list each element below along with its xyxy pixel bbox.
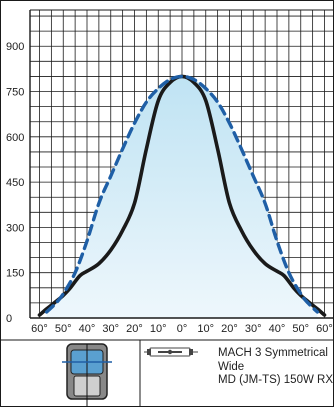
x-tick-label: 30° [102, 323, 119, 335]
y-tick-label: 900 [6, 41, 24, 53]
x-tick-label: 60° [316, 323, 333, 335]
x-tick-label: 40° [79, 323, 96, 335]
x-tick-label: 10° [150, 323, 167, 335]
axes: 0 150 300 450 600 750 900 60° 50° 40° 30° 20° 10° 0° 1… [6, 10, 334, 335]
fixture-lamp-spec: MD (JM-TS) 150W RX7s [218, 374, 334, 386]
fixture-name-line2: Wide [218, 360, 245, 373]
y-tick-label: 300 [6, 222, 24, 234]
x-tick-label: 40° [269, 323, 286, 335]
x-tick-label: 0° [177, 323, 188, 335]
field-fill [46, 76, 318, 319]
x-tick-label: 30° [245, 323, 262, 335]
y-tick-label: 450 [6, 177, 24, 189]
lamp-icon [144, 347, 198, 357]
beam-fill-area [46, 76, 318, 319]
fixture-name-line1: MACH 3 Symmetrical [218, 347, 328, 359]
x-tick-label: 60° [31, 323, 48, 335]
series-lines [37, 74, 327, 317]
x-tick-label: 20° [126, 323, 143, 335]
x-tick-label: 50° [292, 323, 309, 335]
x-tick-label: 20° [221, 323, 238, 335]
fixture-description: MACH 3 Symmetrical Wide MD (JM-TS) 150W … [218, 347, 334, 388]
luminaire-thumbnail-icon [62, 343, 112, 407]
x-tick-label: 50° [55, 323, 72, 335]
series-line-field-dashed [44, 74, 320, 314]
y-tick-label: 0 [6, 313, 12, 325]
y-tick-label: 750 [6, 87, 24, 99]
y-tick-label: 600 [6, 132, 24, 144]
y-tick-label: 150 [6, 268, 24, 280]
x-tick-label: 10° [197, 323, 214, 335]
